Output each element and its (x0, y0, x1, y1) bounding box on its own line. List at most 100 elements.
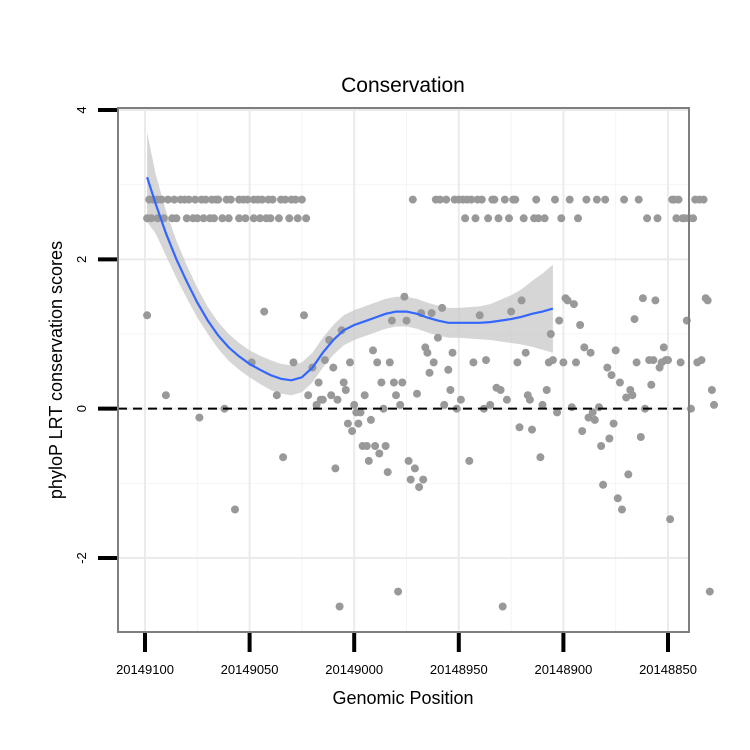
data-point (636, 433, 645, 441)
data-point (398, 378, 407, 387)
y-axis-label: phyloP LRT conservation scores (46, 241, 66, 499)
panel-border (117, 107, 690, 633)
data-point (592, 195, 601, 204)
data-point (356, 408, 365, 417)
data-point (578, 427, 587, 436)
data-point (304, 391, 313, 400)
grid (118, 108, 689, 632)
data-point (425, 368, 434, 377)
data-point (567, 403, 576, 412)
data-point (643, 214, 652, 223)
data-point (360, 391, 369, 400)
data-point (343, 419, 352, 428)
y-axis-ticks: -2 0 2 4 (74, 106, 117, 564)
data-point (385, 358, 394, 367)
data-point (496, 386, 505, 394)
data-point (318, 395, 327, 404)
data-point (400, 292, 409, 301)
data-point (469, 358, 478, 367)
data-point (366, 415, 375, 424)
data-point (477, 195, 486, 204)
x-tick-label: 20148850 (639, 662, 697, 677)
y-tick-label: 4 (74, 106, 89, 113)
data-point (410, 464, 419, 473)
data-point (387, 316, 396, 325)
data-point (274, 214, 283, 223)
data-point (586, 348, 595, 357)
data-point (235, 214, 244, 223)
data-point (408, 195, 417, 204)
data-point (331, 464, 340, 473)
points-layer (143, 195, 718, 611)
data-point (689, 214, 698, 223)
data-point (199, 214, 208, 223)
data-point (337, 326, 346, 335)
data-point (327, 391, 336, 400)
data-point (195, 413, 204, 422)
data-point (415, 483, 424, 492)
data-point (465, 456, 474, 465)
data-point (172, 214, 181, 223)
data-point (588, 408, 597, 417)
data-point (703, 296, 712, 305)
data-point (666, 515, 675, 524)
data-point (620, 195, 629, 204)
data-point (164, 195, 172, 204)
data-point (193, 214, 202, 223)
panel-background (118, 108, 689, 632)
data-point (624, 470, 633, 479)
x-tick-label: 20149000 (325, 662, 383, 677)
data-point (184, 195, 193, 204)
data-point (404, 456, 413, 465)
data-point (569, 300, 578, 309)
data-point (201, 195, 210, 204)
data-point (446, 386, 455, 394)
data-point (513, 358, 522, 367)
data-point (429, 358, 438, 367)
data-point (182, 214, 191, 223)
data-point (341, 386, 350, 394)
data-point (231, 505, 239, 514)
data-point (494, 214, 503, 223)
data-point (565, 195, 574, 204)
data-point (647, 380, 656, 389)
data-point (557, 214, 566, 223)
data-point (498, 602, 507, 611)
data-point (320, 356, 329, 365)
data-point (628, 391, 637, 400)
y-tick-label: 2 (74, 256, 89, 263)
data-point (300, 311, 308, 320)
data-point (268, 195, 277, 204)
data-point (438, 303, 447, 312)
data-point (381, 442, 390, 450)
data-point (710, 400, 718, 409)
data-point (572, 358, 580, 367)
data-point (630, 315, 639, 324)
data-point (651, 296, 660, 305)
x-tick-label: 20149050 (221, 662, 279, 677)
data-point (471, 214, 480, 223)
data-point (511, 195, 520, 204)
data-point (436, 195, 444, 204)
data-point (371, 442, 380, 450)
data-point (521, 348, 530, 357)
data-point (364, 456, 373, 465)
data-point (302, 214, 311, 223)
data-point (538, 400, 547, 409)
data-point (707, 386, 716, 394)
data-point (542, 386, 551, 394)
data-point (674, 195, 683, 204)
data-point (272, 391, 281, 400)
data-point (540, 214, 549, 223)
data-point (553, 408, 562, 417)
data-point (502, 395, 511, 404)
smooth-line-layer (146, 176, 554, 382)
x-axis-label: Genomic Position (332, 688, 473, 708)
data-point (314, 378, 323, 387)
data-point (210, 214, 218, 223)
x-tick-label: 20148950 (430, 662, 488, 677)
data-point (482, 356, 490, 365)
data-point (419, 475, 428, 484)
data-point (486, 400, 495, 409)
data-point (517, 296, 526, 305)
